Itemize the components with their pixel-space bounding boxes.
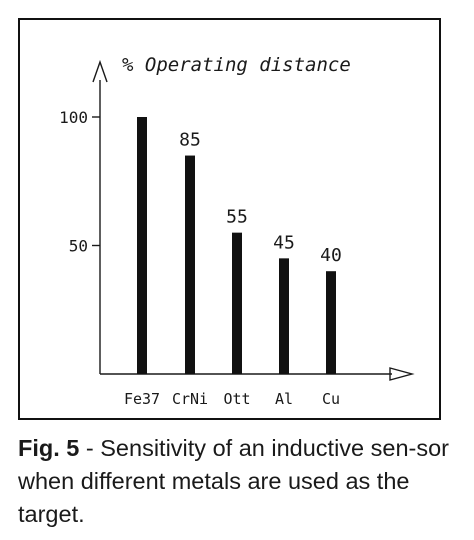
bar-crni [185,155,195,374]
x-tick-label-ott: Ott [223,390,250,408]
y-tick-label-50: 50 [69,237,88,256]
bar-ott [232,232,242,374]
figure-caption: Fig. 5 - Sensitivity of an inductive sen… [18,432,458,531]
y-axis-arrow [92,59,108,83]
data-labels: 85 55 45 40 [179,130,342,267]
figure-label: Fig. 5 [18,435,80,461]
data-label-cu: 40 [320,245,342,266]
x-tick-labels: Fe37 CrNi Ott Al Cu [124,390,340,408]
x-tick-label-cu: Cu [322,390,340,408]
chart-title: % Operating distance [122,54,351,76]
figure-caption-text: - Sensitivity of an inductive sen-sor wh… [18,435,450,527]
bar-fe37 [137,117,147,374]
y-ticks: 100 50 [59,108,100,256]
data-label-al: 45 [273,232,295,253]
x-axis-arrow [389,367,415,381]
x-tick-label-al: Al [275,390,293,408]
data-label-ott: 55 [226,207,248,228]
bar-al [279,258,289,374]
x-tick-label-crni: CrNi [172,390,208,408]
y-tick-label-100: 100 [59,108,88,127]
bar-cu [326,271,336,374]
figure-frame [18,18,441,420]
x-tick-label-fe37: Fe37 [124,390,160,408]
bars [137,117,336,374]
data-label-crni: 85 [179,130,201,151]
